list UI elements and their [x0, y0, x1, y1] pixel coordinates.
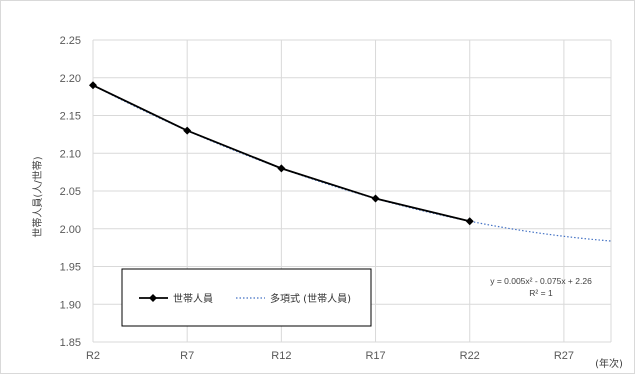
y-tick-label: 2.20 [60, 73, 81, 85]
y-tick-label: 2.10 [60, 148, 81, 160]
y-tick-label: 2.00 [60, 224, 81, 236]
legend-label-trendline: 多項式 (世帯人員) [270, 292, 351, 305]
y-axis-title: 世帯人員(人/世帯) [31, 156, 44, 237]
x-tick-label: R12 [271, 350, 291, 362]
series [89, 81, 612, 242]
y-tick-label: 1.95 [60, 262, 81, 274]
data-point-marker [277, 164, 286, 173]
x-axis-title: (年次) [595, 357, 623, 370]
y-tick-label: 2.15 [60, 111, 81, 123]
data-point-marker [465, 217, 474, 226]
legend-marker-diamond [149, 294, 157, 302]
y-tick-label: 2.25 [60, 35, 81, 47]
y-tick-label: 2.05 [60, 186, 81, 198]
data-point-marker [89, 81, 97, 90]
tick-labels: 2.25 2.20 2.15 2.10 2.05 2.00 1.95 1.90 1.85 R2 R7… [60, 35, 574, 362]
legend: 世帯人員 多項式 (世帯人員) [121, 268, 372, 327]
trendline-polynomial [92, 84, 612, 242]
trendline-r-squared: R² = 1 [529, 288, 553, 298]
x-tick-label: R27 [554, 350, 574, 362]
y-tick-label: 1.90 [60, 299, 81, 311]
trendline-equation: y = 0.005x² - 0.075x + 2.26 [490, 276, 592, 286]
x-tick-label: R2 [86, 350, 100, 362]
x-tick-label: R17 [365, 350, 385, 362]
x-tick-label: R22 [460, 350, 480, 362]
data-point-marker [371, 194, 380, 203]
legend-label-series: 世帯人員 [173, 292, 213, 305]
data-point-marker [183, 126, 192, 135]
x-tick-label: R7 [180, 350, 194, 362]
y-tick-label: 1.85 [60, 337, 81, 349]
